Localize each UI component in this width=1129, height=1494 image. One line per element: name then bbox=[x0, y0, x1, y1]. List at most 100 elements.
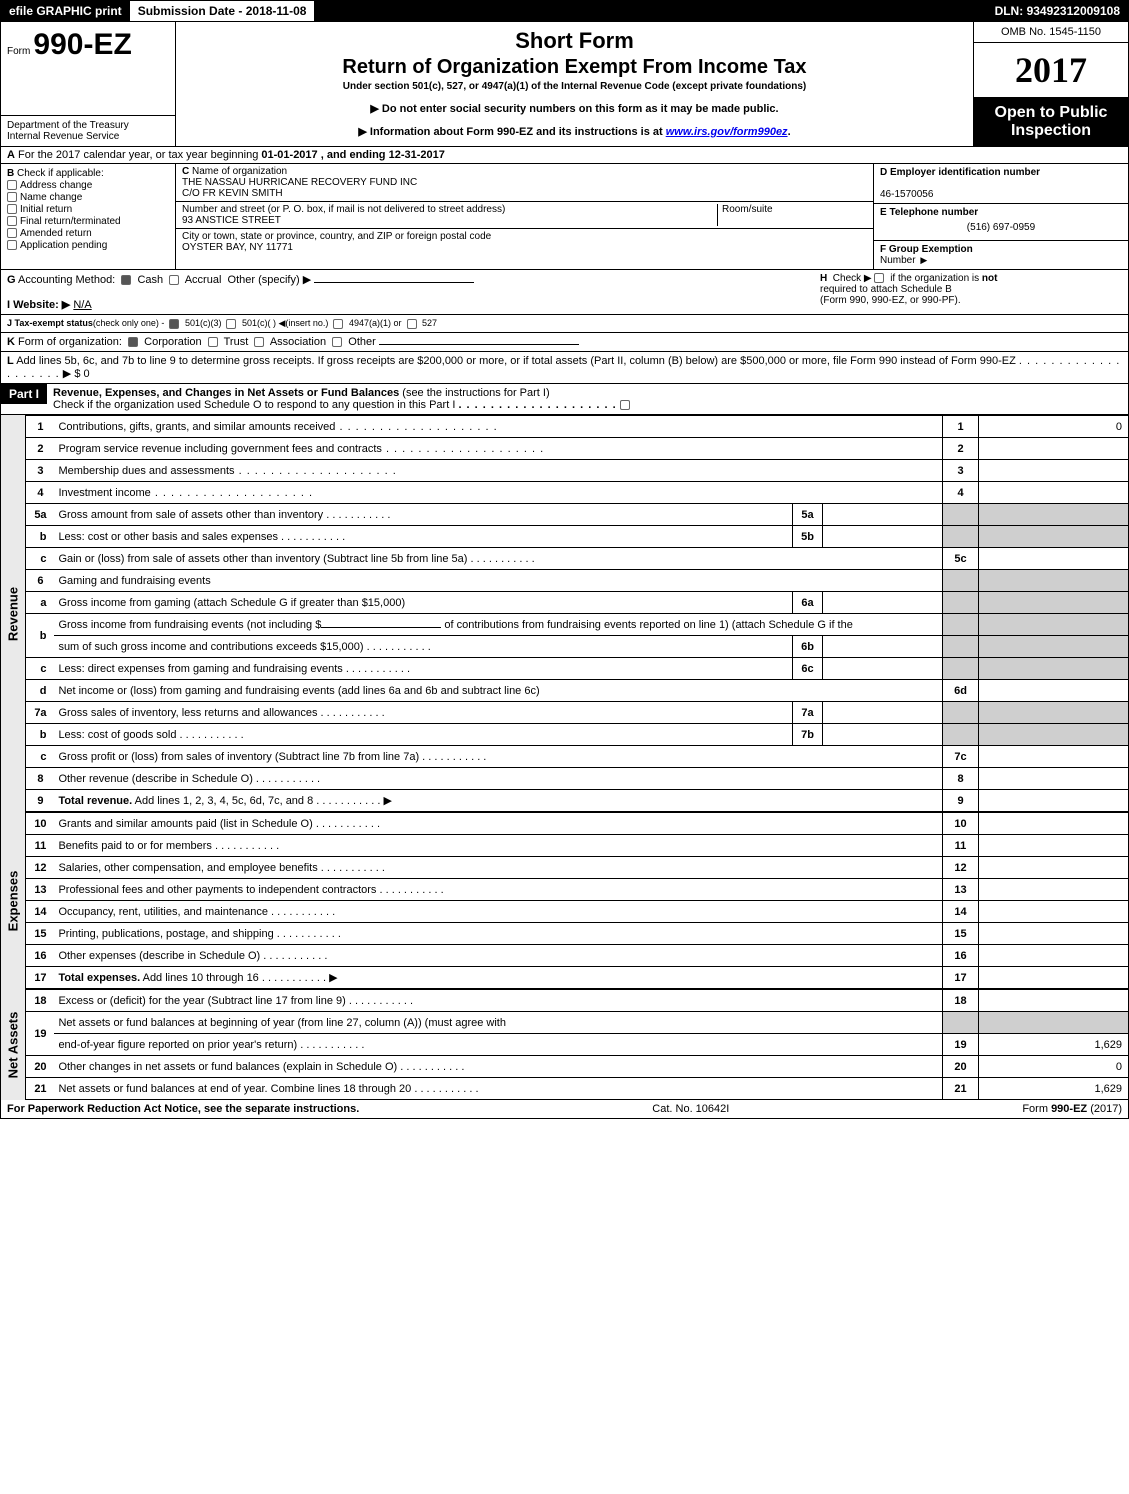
opt-text: Application pending bbox=[20, 240, 107, 251]
mid-line-no: 5b bbox=[793, 526, 823, 548]
mid-value bbox=[823, 724, 943, 746]
chk-501c3[interactable] bbox=[169, 319, 179, 329]
mid-value bbox=[823, 702, 943, 724]
room-label: Room/suite bbox=[722, 204, 773, 215]
ein-cell: D Employer identification number 46-1570… bbox=[874, 164, 1128, 204]
label-g: G bbox=[7, 274, 16, 286]
grey-box bbox=[943, 614, 979, 636]
open-line2: Inspection bbox=[976, 122, 1126, 140]
opt-text: Name change bbox=[20, 192, 82, 203]
grey-box bbox=[979, 570, 1129, 592]
h-check: Check ▶ bbox=[833, 273, 872, 284]
city-label: City or town, state or province, country… bbox=[182, 231, 491, 242]
line-no: 4 bbox=[26, 482, 54, 504]
line-desc: Excess or (deficit) for the year (Subtra… bbox=[54, 990, 942, 1012]
checkbox-icon[interactable] bbox=[7, 180, 17, 190]
line-no: 21 bbox=[26, 1078, 54, 1100]
line-num-box: 8 bbox=[943, 768, 979, 790]
line-no: d bbox=[26, 680, 54, 702]
line-num-box: 9 bbox=[943, 790, 979, 812]
line-desc: Net assets or fund balances at beginning… bbox=[54, 1012, 942, 1034]
line-num-box: 6d bbox=[943, 680, 979, 702]
line-desc: Salaries, other compensation, and employ… bbox=[54, 857, 942, 879]
radio-accrual[interactable] bbox=[169, 275, 179, 285]
org-care-of: C/O FR KEVIN SMITH bbox=[182, 188, 283, 199]
checkbox-icon[interactable] bbox=[7, 216, 17, 226]
line-desc: Program service revenue including govern… bbox=[54, 438, 942, 460]
line-num-box: 17 bbox=[943, 967, 979, 989]
h-text3: required to attach Schedule B bbox=[820, 284, 952, 295]
j-note: (check only one) - bbox=[93, 318, 165, 328]
opt-cash: Cash bbox=[137, 274, 163, 286]
opt-association: Association bbox=[270, 336, 326, 348]
chk-trust[interactable] bbox=[208, 337, 218, 347]
label-l: L bbox=[7, 355, 14, 367]
row-a: A For the 2017 calendar year, or tax yea… bbox=[0, 147, 1129, 164]
line-no: a bbox=[26, 592, 54, 614]
checkbox-h[interactable] bbox=[874, 273, 884, 283]
grey-box bbox=[979, 1012, 1129, 1034]
checkbox-icon[interactable] bbox=[7, 192, 17, 202]
opt-text: Initial return bbox=[20, 204, 72, 215]
grey-box bbox=[979, 702, 1129, 724]
submission-date: Submission Date - 2018-11-08 bbox=[130, 1, 316, 21]
line-desc: Less: cost or other basis and sales expe… bbox=[54, 526, 792, 548]
line-value: 1,629 bbox=[979, 1078, 1129, 1100]
chk-amended-return: Amended return bbox=[7, 228, 169, 239]
subdate-label: Submission Date - bbox=[138, 4, 246, 18]
h-not: not bbox=[982, 273, 998, 284]
line-no: 2 bbox=[26, 438, 54, 460]
chk-527[interactable] bbox=[407, 319, 417, 329]
line-no: c bbox=[26, 658, 54, 680]
l-amount: $ 0 bbox=[74, 368, 89, 380]
line-num-box: 18 bbox=[943, 990, 979, 1012]
label-k: K bbox=[7, 336, 15, 348]
chk-schedule-o[interactable] bbox=[620, 400, 630, 410]
checkbox-icon[interactable] bbox=[7, 228, 17, 238]
line-desc: Other expenses (describe in Schedule O) bbox=[54, 945, 942, 967]
line-desc: Occupancy, rent, utilities, and maintena… bbox=[54, 901, 942, 923]
grey-box bbox=[979, 724, 1129, 746]
page-footer: For Paperwork Reduction Act Notice, see … bbox=[0, 1100, 1129, 1119]
opt-trust: Trust bbox=[224, 336, 249, 348]
opt-accrual: Accrual bbox=[185, 274, 222, 286]
part1-title-text: Revenue, Expenses, and Changes in Net As… bbox=[53, 387, 399, 399]
checkbox-icon[interactable] bbox=[7, 204, 17, 214]
line-desc: Gross profit or (loss) from sales of inv… bbox=[54, 746, 942, 768]
chk-other-org[interactable] bbox=[332, 337, 342, 347]
line-desc: Less: direct expenses from gaming and fu… bbox=[54, 658, 792, 680]
opt-text: Address change bbox=[20, 180, 92, 191]
topbar-filler bbox=[315, 1, 986, 21]
line-desc: Gaming and fundraising events bbox=[54, 570, 942, 592]
mid-line-no: 6b bbox=[793, 636, 823, 658]
line-value bbox=[979, 835, 1129, 857]
k-text: Form of organization: bbox=[18, 336, 122, 348]
label-c: C bbox=[182, 166, 189, 177]
checkbox-icon[interactable] bbox=[7, 240, 17, 250]
chk-4947[interactable] bbox=[333, 319, 343, 329]
grey-box bbox=[979, 526, 1129, 548]
section-j: J Tax-exempt status(check only one) - 50… bbox=[0, 315, 1129, 333]
mid-value bbox=[823, 592, 943, 614]
arrow-icon: ▶ bbox=[358, 126, 366, 138]
line-no: 12 bbox=[26, 857, 54, 879]
chk-501c[interactable] bbox=[226, 319, 236, 329]
grey-box bbox=[943, 504, 979, 526]
line-no: 1 bbox=[26, 416, 54, 438]
section-l: L Add lines 5b, 6c, and 7b to line 9 to … bbox=[0, 352, 1129, 384]
line-value bbox=[979, 879, 1129, 901]
chk-association[interactable] bbox=[254, 337, 264, 347]
grey-box bbox=[979, 614, 1129, 636]
line-num-box: 2 bbox=[943, 438, 979, 460]
grey-box bbox=[943, 658, 979, 680]
mid-value bbox=[823, 658, 943, 680]
line-desc: Gain or (loss) from sale of assets other… bbox=[54, 548, 942, 570]
instructions-link[interactable]: www.irs.gov/form990ez bbox=[666, 126, 788, 138]
line-no: c bbox=[26, 746, 54, 768]
chk-corporation[interactable] bbox=[128, 337, 138, 347]
line-no: 13 bbox=[26, 879, 54, 901]
note1-text: Do not enter social security numbers on … bbox=[382, 103, 779, 115]
line-num-box: 12 bbox=[943, 857, 979, 879]
radio-cash[interactable] bbox=[121, 275, 131, 285]
expenses-table: 10Grants and similar amounts paid (list … bbox=[26, 812, 1129, 989]
